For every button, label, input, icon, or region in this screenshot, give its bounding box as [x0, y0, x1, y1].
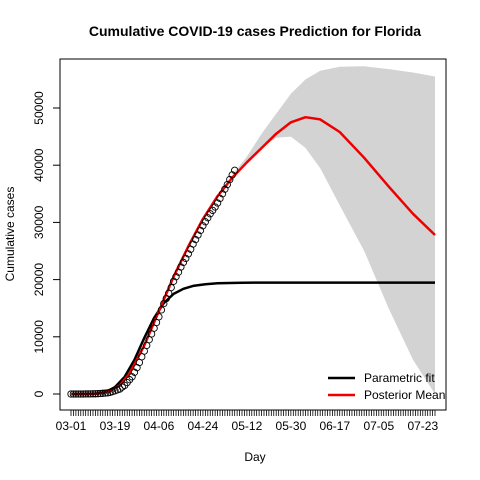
observed-point: [169, 277, 178, 285]
legend-label-parametric-fit: Parametric fit: [364, 371, 435, 385]
observed-point: [228, 171, 236, 179]
observed-point: [179, 258, 188, 267]
x-tick-label: 07-05: [363, 419, 394, 433]
observed-point: [67, 390, 75, 398]
observed-point: [84, 390, 92, 398]
observed-point: [218, 190, 227, 198]
legend-label-posterior-mean: Posterior Mean: [364, 388, 445, 402]
observed-point: [172, 273, 180, 281]
y-tick-label: 0: [32, 390, 46, 397]
y-tick-label: 10000: [32, 320, 46, 354]
observed-point: [182, 254, 190, 263]
observed-point: [77, 390, 85, 398]
observed-point: [231, 166, 239, 174]
x-axis-label: Day: [244, 450, 265, 464]
x-tick-label: 07-23: [407, 419, 438, 433]
y-tick-label: 40000: [32, 148, 46, 182]
observed-point: [101, 389, 109, 397]
y-axis-label: Cumulative cases: [3, 187, 17, 282]
observed-point: [155, 313, 163, 321]
observed-point: [157, 306, 166, 314]
legend: Parametric fit Posterior Mean: [328, 371, 445, 402]
observed-point: [72, 390, 80, 398]
observed-point: [91, 390, 100, 398]
x-tick-label: 03-19: [100, 419, 131, 433]
observed-point: [191, 235, 200, 244]
observed-point: [216, 194, 224, 203]
x-tick-label: 04-24: [188, 419, 219, 433]
observed-point: [86, 390, 95, 398]
observed-point: [204, 214, 212, 222]
observed-point: [116, 385, 124, 393]
x-tick-label: 05-30: [276, 419, 307, 433]
observed-point: [184, 250, 192, 258]
y-tick-label: 20000: [32, 263, 46, 297]
chart-title: Cumulative COVID-19 cases Prediction for…: [89, 23, 421, 39]
y-tick-label: 50000: [32, 91, 46, 125]
x-tick-label: 03-01: [56, 419, 87, 433]
observed-point: [211, 203, 219, 211]
observed-point: [167, 283, 175, 292]
y-tick-label: 30000: [32, 205, 46, 239]
observed-point: [226, 175, 234, 184]
observed-point: [74, 390, 82, 398]
observed-point: [196, 226, 205, 235]
observed-point: [194, 231, 202, 239]
x-tick-label: 06-17: [319, 419, 350, 433]
x-tick-label: 04-06: [144, 419, 175, 433]
observed-point: [118, 383, 126, 391]
observed-point: [89, 390, 97, 398]
observed-point: [96, 389, 104, 398]
observed-point: [128, 373, 136, 381]
observed-point: [82, 390, 90, 398]
observed-point: [189, 240, 197, 248]
observed-point: [221, 185, 229, 193]
x-tick-label: 05-12: [232, 419, 263, 433]
observed-point: [69, 390, 78, 398]
observed-point: [79, 390, 87, 398]
observed-point: [94, 390, 102, 398]
observed-point: [99, 389, 107, 397]
observed-point: [130, 368, 139, 376]
observed-point: [213, 199, 222, 207]
uncertainty-band: [232, 66, 435, 394]
observed-point: [199, 222, 207, 230]
observed-point: [177, 263, 185, 271]
observed-point: [201, 218, 210, 226]
